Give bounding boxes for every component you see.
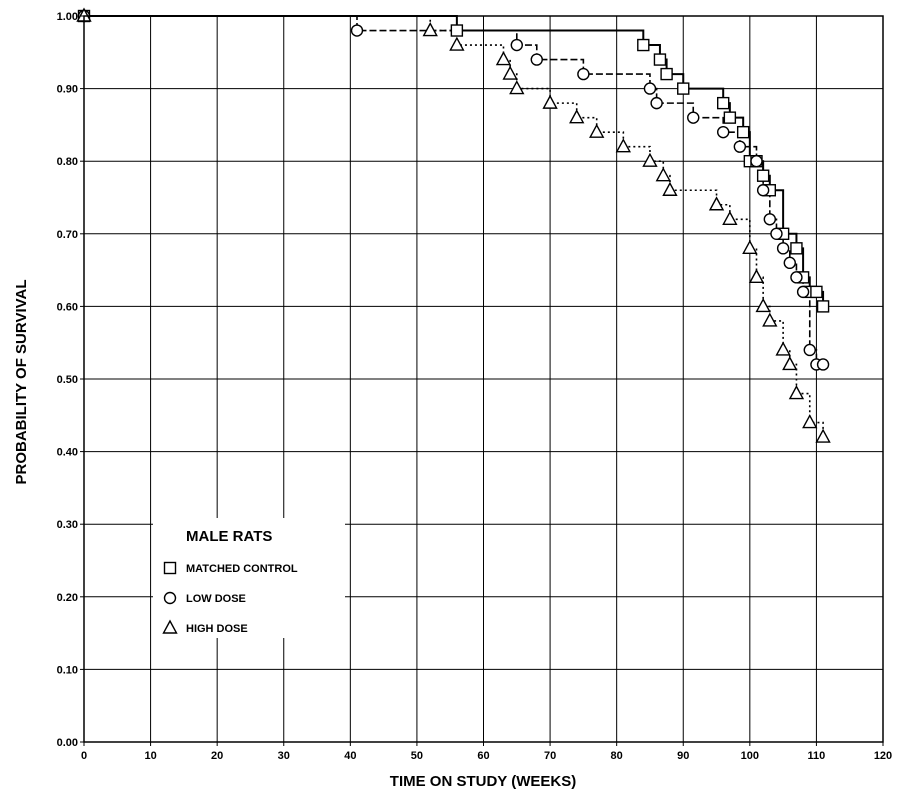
data-point-square	[637, 38, 650, 52]
legend-title: MALE RATS	[186, 528, 272, 545]
data-point-triangle	[569, 109, 585, 124]
data-point-square	[816, 300, 830, 313]
x-tick-label: 90	[677, 750, 689, 762]
data-point-circle	[816, 358, 830, 371]
y-axis-ticks: 0.00 0.10 0.20 0.30 0.40 0.50 0.60 0.70 0.80 0.90…	[57, 11, 84, 749]
data-point-triangle	[509, 80, 525, 95]
data-point-triangle	[449, 36, 465, 51]
data-point-square	[810, 285, 823, 299]
data-point-circle	[530, 53, 543, 66]
y-tick-label: 0.00	[57, 737, 78, 749]
legend-label: LOW DOSE	[186, 593, 246, 605]
x-tick-label: 10	[144, 750, 156, 762]
data-point-circle	[350, 24, 364, 37]
series-markers	[76, 7, 831, 443]
data-point-circle	[687, 111, 700, 124]
legend-background	[153, 518, 345, 638]
x-tick-label: 20	[211, 750, 223, 762]
y-tick-label: 0.60	[57, 301, 78, 313]
data-point-square	[736, 125, 750, 139]
legend-entries: MATCHED CONTROL LOW DOSE HIGH DOSE	[162, 561, 298, 635]
legend: MALE RATS MATCHED CONTROL LOW DOSE HIGH DO…	[153, 518, 345, 638]
y-tick-label: 0.70	[57, 229, 78, 241]
data-point-circle	[776, 242, 790, 255]
y-tick-label: 0.10	[57, 664, 78, 676]
legend-label: HIGH DOSE	[186, 623, 248, 635]
data-point-square	[660, 67, 673, 81]
y-tick-label: 0.40	[57, 447, 78, 459]
series-line-circle	[84, 15, 824, 366]
data-point-square	[450, 24, 464, 37]
legend-marker-square	[163, 561, 177, 575]
data-point-triangle	[782, 356, 798, 371]
data-point-triangle	[422, 22, 438, 37]
data-point-triangle	[755, 297, 771, 313]
data-point-circle	[803, 343, 816, 357]
y-tick-label: 1.00	[57, 11, 78, 23]
x-tick-label: 110	[808, 750, 826, 762]
data-point-triangle	[662, 181, 678, 196]
data-point-triangle	[775, 341, 791, 356]
x-tick-label: 40	[344, 750, 356, 762]
y-axis-title: PROBABILITY OF SURVIVAL	[13, 279, 30, 484]
x-axis-ticks: 0 10 20 30 40 50 60 70 80 90 100 110 120	[81, 742, 892, 762]
data-point-circle	[750, 154, 763, 168]
x-tick-label: 70	[544, 750, 556, 762]
y-tick-label: 0.20	[57, 592, 78, 604]
data-point-square	[677, 82, 690, 95]
data-point-circle	[756, 184, 770, 197]
data-point-circle	[733, 140, 747, 153]
data-point-triangle	[642, 152, 658, 167]
data-point-triangle	[495, 51, 512, 66]
data-point-circle	[783, 256, 796, 270]
data-point-triangle	[708, 196, 725, 211]
y-tick-label: 0.80	[57, 156, 78, 168]
data-point-triangle	[788, 385, 805, 400]
x-tick-label: 120	[874, 750, 892, 762]
data-point-triangle	[762, 312, 778, 327]
y-tick-label: 0.50	[57, 374, 78, 386]
data-point-circle	[763, 213, 777, 226]
data-point-circle	[643, 82, 657, 95]
x-tick-label: 60	[477, 750, 489, 762]
legend-marker-circle	[163, 591, 177, 605]
y-tick-label: 0.30	[57, 519, 78, 531]
data-point-circle	[650, 96, 663, 110]
data-point-triangle	[815, 428, 831, 443]
data-point-square	[756, 169, 770, 182]
data-point-triangle	[655, 167, 671, 182]
data-point-triangle	[502, 65, 518, 80]
data-point-circle	[770, 227, 783, 241]
data-point-triangle	[742, 239, 758, 255]
data-point-circle	[510, 38, 523, 52]
data-point-circle	[796, 285, 810, 299]
x-tick-label: 0	[81, 750, 87, 762]
data-point-circle	[577, 67, 590, 81]
data-point-triangle	[802, 414, 818, 429]
legend-label: MATCHED CONTROL	[186, 563, 298, 575]
data-point-triangle	[722, 210, 738, 225]
data-point-triangle	[615, 138, 632, 153]
data-point-square	[717, 96, 730, 110]
data-point-triangle	[589, 123, 605, 138]
data-point-triangle	[542, 94, 558, 109]
data-point-triangle	[748, 268, 765, 284]
x-tick-label: 30	[278, 750, 290, 762]
data-point-square	[653, 53, 667, 66]
x-tick-label: 50	[411, 750, 423, 762]
x-tick-label: 80	[611, 750, 623, 762]
y-tick-label: 0.90	[57, 84, 78, 96]
x-tick-label: 100	[741, 750, 759, 762]
data-point-square	[723, 111, 737, 124]
x-axis-title: TIME ON STUDY (WEEKS)	[390, 773, 576, 790]
data-point-square	[790, 242, 803, 255]
data-point-circle	[790, 271, 803, 284]
legend-marker-triangle	[162, 619, 178, 634]
data-point-circle	[717, 125, 730, 139]
